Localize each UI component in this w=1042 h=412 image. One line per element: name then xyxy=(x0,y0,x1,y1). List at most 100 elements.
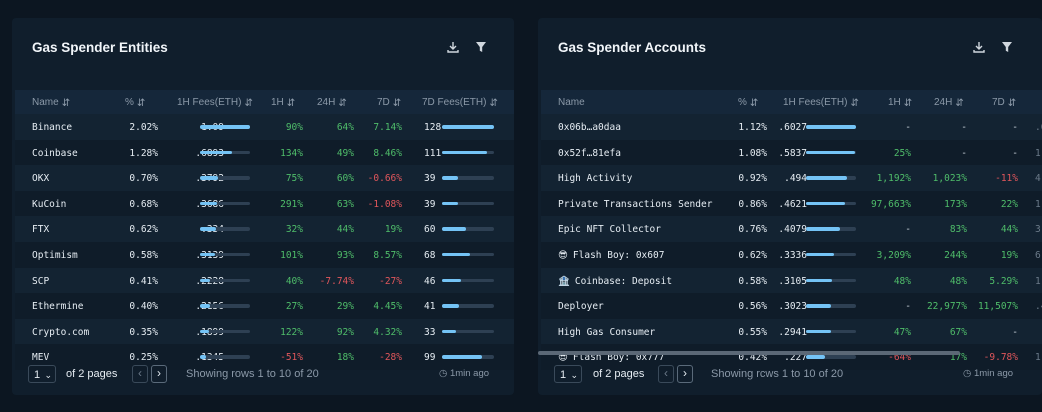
page-select[interactable]: 1 ⌄ xyxy=(28,365,56,383)
fee-7d-value: 68 xyxy=(424,249,436,261)
table-row[interactable]: Private Transactions Sender 0.86% .4621 97,… xyxy=(541,190,1042,217)
column-header-24h[interactable]: 24H ⇵ xyxy=(317,97,347,109)
change-7d-value: - xyxy=(1012,147,1018,159)
table-header: Name % ⇵ 1H Fees(ETH) ⇵ 1H ⇵ 24H ⇵ 7D ⇵ xyxy=(541,90,1042,114)
sort-icon[interactable]: ⇵ xyxy=(749,98,759,109)
change-7d-value: -28% xyxy=(379,352,402,364)
horizontal-scrollbar[interactable] xyxy=(538,351,960,355)
table-row[interactable]: 🏦 Coinbase: Deposit 0.58% .3105 48% 48% 5.29% 1 xyxy=(541,267,1042,294)
download-icon[interactable] xyxy=(972,40,986,54)
column-header-name[interactable]: Name xyxy=(558,97,585,108)
prev-page-button[interactable]: ‹ xyxy=(658,365,674,383)
fee-1h-bar xyxy=(200,329,209,334)
sort-icon[interactable]: ⇵ xyxy=(61,98,71,109)
fee-1h-bar xyxy=(200,176,218,180)
panel-header: Gas Spender Accounts xyxy=(538,18,1042,76)
sort-icon[interactable]: ⇵ xyxy=(286,98,296,109)
column-header-name[interactable]: Name ⇵ xyxy=(32,97,71,109)
fee-1h-bar-track xyxy=(200,278,250,283)
download-icon[interactable] xyxy=(446,40,460,54)
column-header-7d-fees[interactable]: 7D Fees(ETH) ⇵ xyxy=(422,97,498,109)
fee-1h-bar-track xyxy=(200,125,250,129)
page-count: of 2 pages xyxy=(593,368,645,380)
change-24h-value: 29% xyxy=(336,301,354,313)
change-24h-value: 22,977% xyxy=(926,301,967,313)
sort-icon[interactable]: ⇵ xyxy=(1007,98,1017,109)
column-header-24h[interactable]: 24H ⇵ xyxy=(934,97,964,109)
change-1h-value: 48% xyxy=(893,275,911,287)
sort-icon[interactable]: ⇵ xyxy=(489,98,498,109)
sort-icon[interactable]: ⇵ xyxy=(244,98,253,109)
chevron-right-icon: › xyxy=(157,366,161,380)
next-page-button[interactable]: › xyxy=(677,365,693,383)
clock-icon: ◷ xyxy=(439,368,448,379)
next-page-button[interactable]: › xyxy=(151,365,167,383)
account-emoji-icon: 😎 xyxy=(558,352,568,364)
column-header-7d[interactable]: 7D ⇵ xyxy=(377,97,402,109)
table-row[interactable]: High Gas Consumer 0.55% .2941 47% 67% - xyxy=(541,318,1042,345)
chevron-right-icon: › xyxy=(683,366,687,380)
pct-value: 0.56% xyxy=(738,301,767,313)
entity-name: Coinbase xyxy=(32,147,78,159)
change-7d-value: - xyxy=(1012,122,1018,133)
account-emoji-icon: 🏦 xyxy=(558,275,570,287)
fee-1h-bar-track xyxy=(200,176,250,180)
table-row[interactable]: High Activity 0.92% .494 1,192% 1,023% -11% 4 xyxy=(541,165,1042,191)
entity-name: FTX xyxy=(32,224,50,236)
sort-icon[interactable]: ⇵ xyxy=(850,98,859,109)
filter-icon[interactable] xyxy=(1000,40,1014,54)
entity-name: Optimism xyxy=(32,249,78,261)
table-row[interactable]: 😎 Flash Boy: 0x607 0.62% .3336 3,209% 244% 19%… xyxy=(541,241,1042,268)
table-row[interactable]: 😎 Flash Boy: 0x777 0.42% .227 -64% 17% -9.78% 1 xyxy=(541,344,1042,370)
pct-value: 0.42% xyxy=(738,352,767,364)
change-7d-value: -1.08% xyxy=(367,198,402,210)
sort-icon[interactable]: ⇵ xyxy=(903,98,913,109)
table-row[interactable]: 0x06b…a0daa 1.12% .6027 - - - .6 xyxy=(541,114,1042,140)
fee-7d-bar xyxy=(442,176,458,180)
change-1h-value: 97,663% xyxy=(870,198,911,210)
change-24h-value: 63% xyxy=(336,198,354,210)
change-7d-value: 11,507% xyxy=(977,301,1018,313)
pct-value: 0.92% xyxy=(738,173,767,185)
fee-1h-bar-track xyxy=(806,252,856,257)
change-1h-value: - xyxy=(905,224,911,236)
pct-value: 1.12% xyxy=(738,122,767,133)
last-updated: ◷ 1min ago xyxy=(439,368,490,379)
table-row[interactable]: Epic NFT Collector 0.76% .4079 - 83% 44% 3 xyxy=(541,216,1042,242)
sort-icon[interactable]: ⇵ xyxy=(338,98,347,109)
fee-1h-value: .3336 xyxy=(778,249,807,261)
fee-7d-value: 39 xyxy=(424,198,436,210)
change-24h-value: 93% xyxy=(336,249,354,261)
column-header-1h-fees[interactable]: 1H Fees(ETH) ⇵ xyxy=(177,97,253,109)
table-row[interactable]: 0x52f…81efa 1.08% .5837 25% - - 1 xyxy=(541,139,1042,166)
column-header-1h-fees[interactable]: 1H Fees(ETH) ⇵ xyxy=(783,97,859,109)
page-select[interactable]: 1 ⌄ xyxy=(554,365,582,383)
fee-1h-bar xyxy=(806,176,847,180)
column-header-pct[interactable]: % ⇵ xyxy=(738,97,759,109)
fee-7d-bar xyxy=(442,150,488,155)
column-header-7d[interactable]: 7D ⇵ xyxy=(992,97,1017,109)
prev-page-button[interactable]: ‹ xyxy=(132,365,148,383)
column-header-1h[interactable]: 1H ⇵ xyxy=(271,97,296,109)
pct-value: 0.58% xyxy=(738,275,767,287)
sort-icon[interactable]: ⇵ xyxy=(955,98,964,109)
fee-1h-bar-track xyxy=(200,252,250,257)
column-header-pct[interactable]: % ⇵ xyxy=(125,97,146,109)
filter-icon[interactable] xyxy=(474,40,488,54)
column-header-1h[interactable]: 1H ⇵ xyxy=(888,97,913,109)
change-1h-value: 101% xyxy=(280,249,303,261)
table-row[interactable]: Deployer 0.56% .3023 - 22,977% 11,507% .4 xyxy=(541,293,1042,319)
fee-1h-bar-track xyxy=(806,227,856,231)
sort-icon[interactable]: ⇵ xyxy=(392,98,402,109)
sort-icon[interactable]: ⇵ xyxy=(136,98,146,109)
